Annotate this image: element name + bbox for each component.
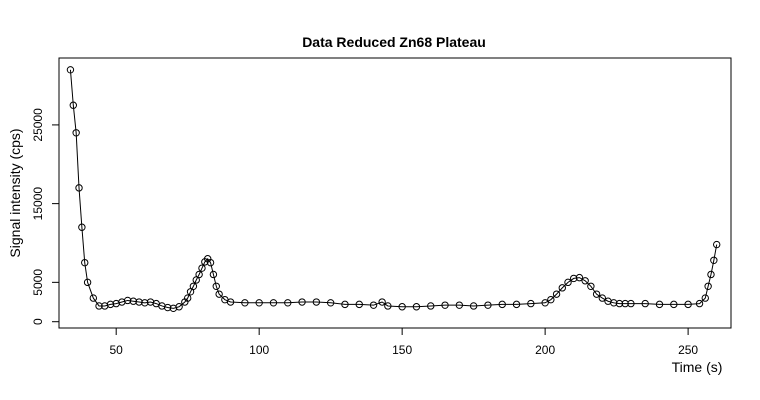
- data-point: [163, 303, 172, 312]
- data-point: [284, 299, 292, 307]
- data-point: [269, 299, 278, 307]
- data-point: [183, 294, 192, 302]
- data-point: [384, 302, 392, 310]
- data-point: [81, 258, 89, 267]
- y-tick-label: 25000: [31, 108, 45, 142]
- data-point: [704, 282, 712, 290]
- data-point: [655, 300, 664, 309]
- data-point: [66, 66, 75, 74]
- data-point: [441, 301, 449, 309]
- data-point: [412, 303, 421, 311]
- x-tick-label: 100: [249, 343, 269, 357]
- data-point: [212, 282, 220, 290]
- data-point: [710, 256, 718, 265]
- data-point: [69, 101, 77, 109]
- data-point: [575, 273, 584, 282]
- data-point: [541, 299, 549, 307]
- data-point: [189, 282, 198, 290]
- data-point: [498, 300, 506, 309]
- data-point: [558, 284, 566, 292]
- data-point: [129, 297, 138, 305]
- x-tick-label: 200: [535, 343, 555, 357]
- plot-frame: [58, 57, 732, 329]
- x-tick-label: 150: [392, 343, 412, 357]
- data-point: [701, 294, 709, 302]
- data-point: [627, 299, 635, 308]
- data-point: [241, 299, 249, 307]
- data-point: [512, 300, 521, 309]
- data-point: [670, 300, 678, 309]
- data-point: [106, 300, 115, 309]
- data-point: [326, 299, 335, 307]
- data-point: [255, 299, 263, 307]
- data-point: [621, 299, 629, 308]
- data-point: [570, 274, 578, 283]
- data-point: [598, 294, 607, 302]
- y-axis: 0 5000 15000 25000: [31, 108, 60, 325]
- data-point: [198, 264, 206, 272]
- data-point: [298, 298, 306, 306]
- data-point: [175, 303, 183, 311]
- data-point: [75, 184, 83, 192]
- data-point: [641, 299, 649, 308]
- data-point: [378, 298, 386, 306]
- y-tick-label: 5000: [31, 269, 45, 296]
- data-point: [707, 270, 715, 279]
- data-point: [581, 277, 589, 285]
- data-point: [195, 270, 203, 279]
- data-point: [587, 282, 595, 290]
- y-axis-label: Signal intensity (cps): [7, 128, 23, 257]
- data-point: [484, 301, 492, 309]
- data-point: [123, 296, 132, 305]
- data-point: [455, 301, 464, 309]
- data-point: [341, 300, 349, 309]
- data-point: [95, 302, 103, 310]
- data-point: [684, 300, 692, 309]
- data-point: [226, 298, 235, 306]
- data-point: [695, 299, 704, 308]
- data-point: [564, 278, 572, 287]
- data-point: [72, 129, 80, 137]
- x-tick-label: 50: [110, 343, 124, 357]
- data-point: [89, 294, 98, 302]
- data-point: [355, 300, 363, 309]
- data-point: [610, 299, 618, 307]
- data-point: [398, 303, 406, 311]
- data-point: [312, 298, 321, 306]
- data-point: [592, 290, 601, 298]
- chart-title: Data Reduced Zn68 Plateau: [302, 34, 486, 50]
- y-tick-label: 0: [31, 318, 45, 325]
- data-point: [469, 302, 478, 310]
- data-point: [527, 299, 535, 308]
- x-axis: 50 100 150 200 250: [110, 327, 698, 357]
- x-tick-label: 250: [678, 343, 698, 357]
- data-point: [206, 258, 215, 267]
- data-point: [427, 302, 435, 310]
- plot-area: [66, 66, 721, 313]
- data-point: [615, 299, 624, 308]
- data-point: [547, 295, 555, 304]
- data-point: [78, 223, 86, 231]
- data-point: [713, 240, 721, 249]
- data-point: [83, 278, 92, 287]
- data-point: [135, 298, 143, 306]
- data-point: [552, 290, 561, 298]
- data-point: [215, 290, 223, 298]
- y-tick-label: 15000: [31, 187, 45, 221]
- x-axis-label: Time (s): [672, 359, 723, 375]
- series-line: [69, 69, 718, 309]
- data-point: [209, 270, 218, 279]
- data-point: [141, 299, 149, 307]
- data-point: [369, 301, 378, 309]
